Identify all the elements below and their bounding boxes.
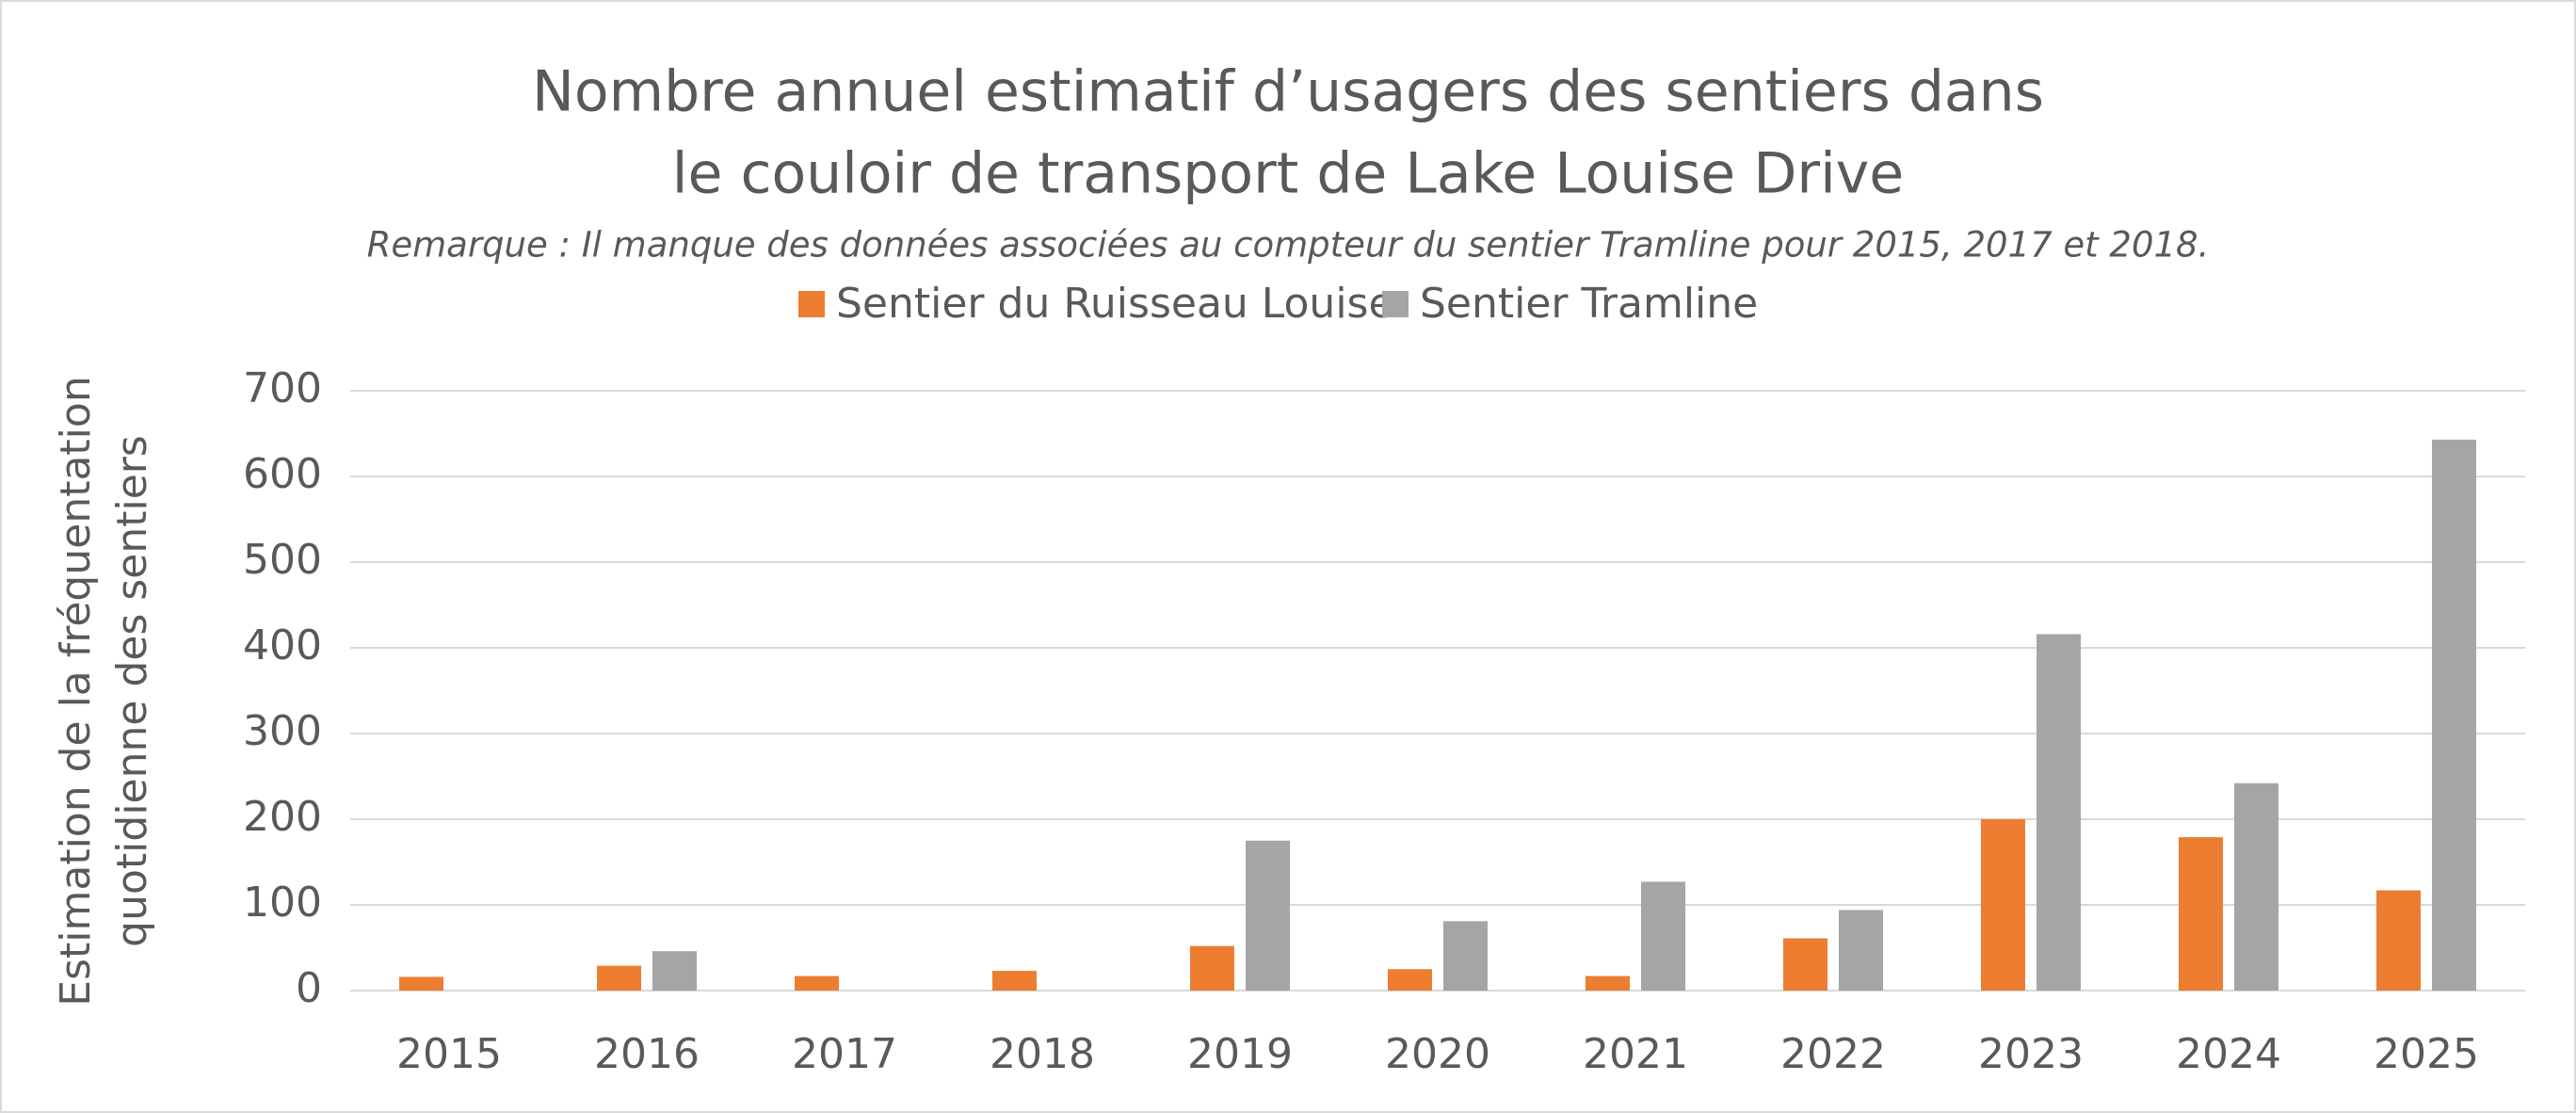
x-tick-label: 2024 [2176, 1030, 2281, 1078]
x-tick-label: 2018 [990, 1030, 1095, 1078]
bar [597, 965, 641, 991]
bar [1388, 969, 1432, 991]
y-tick-label: 600 [243, 450, 322, 498]
bar [1641, 881, 1685, 991]
bar [2234, 782, 2278, 991]
y-tick-label: 400 [243, 621, 322, 669]
y-tick-label: 300 [243, 707, 322, 755]
x-tick-label: 2020 [1385, 1030, 1490, 1078]
bar [1190, 945, 1234, 991]
bar [1783, 938, 1827, 991]
bar [1981, 819, 2025, 991]
y-axis-title: Estimation de la fréquentation quotidien… [52, 376, 156, 1006]
x-tick-label: 2019 [1187, 1030, 1293, 1078]
x-tick-label: 2015 [396, 1030, 502, 1078]
y-tick-label: 500 [243, 536, 322, 584]
bar [1839, 910, 1883, 991]
y-axis-label: Estimation de la fréquentation [52, 376, 100, 1006]
bar [2432, 439, 2476, 991]
legend-label: Sentier du Ruisseau Louise [836, 280, 1394, 328]
bar [795, 976, 839, 991]
chart-title: le couloir de transport de Lake Louise D… [672, 141, 1904, 207]
chart-title: Nombre annuel estimatif d’usagers des se… [532, 59, 2044, 125]
bar [1443, 921, 1488, 991]
bar [1586, 976, 1630, 991]
legend-swatch [798, 291, 825, 317]
x-tick-label: 2017 [792, 1030, 897, 1078]
y-tick-label: 0 [296, 964, 322, 1012]
x-tick-label: 2025 [2374, 1030, 2479, 1078]
bar [2376, 890, 2421, 991]
x-tick-label: 2022 [1780, 1030, 1886, 1078]
x-tick-label: 2023 [1978, 1030, 2084, 1078]
bar [992, 971, 1037, 991]
chart-subtitle: Remarque : Il manque des données associé… [367, 225, 2210, 266]
bar [399, 976, 443, 991]
bar [2037, 634, 2081, 991]
y-axis-label: quotidienne des sentiers [108, 435, 156, 947]
y-tick-label: 100 [243, 879, 322, 927]
bar [2179, 837, 2223, 991]
bar [1246, 840, 1290, 991]
bar [652, 951, 697, 991]
x-tick-label: 2021 [1583, 1030, 1688, 1078]
legend-swatch [1382, 291, 1409, 317]
legend-label: Sentier Tramline [1420, 280, 1758, 328]
x-tick-label: 2016 [594, 1030, 700, 1078]
y-tick-label: 700 [243, 364, 322, 412]
y-tick-label: 200 [243, 793, 322, 841]
